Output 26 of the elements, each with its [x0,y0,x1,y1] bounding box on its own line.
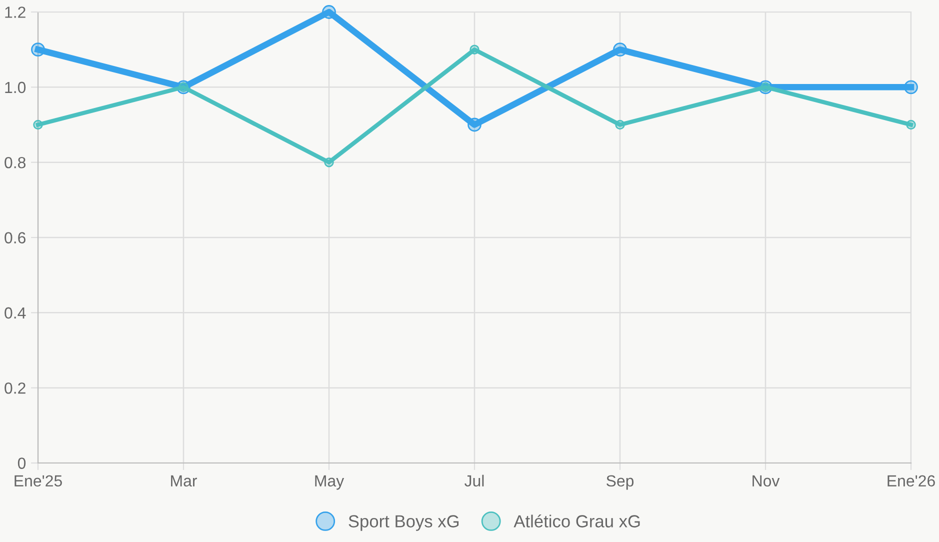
y-tick-label: 0.2 [4,382,26,394]
point [470,44,480,54]
x-tick-label: Sep [606,475,634,490]
y-tick-label: 1.2 [5,6,26,18]
x-tick-label: Ene'25 [14,475,62,487]
x-tick-label: Jul [464,474,484,487]
point [322,5,336,19]
point [906,120,916,130]
y-tick-label: 0 [18,458,26,469]
x-tick-label: Nov [752,475,780,487]
x-tick-label: Mar [171,475,197,487]
y-tick-label: 0.4 [4,307,26,319]
point [31,42,45,57]
legend-label: Sport Boys xG [348,515,459,531]
y-tick-label: 0.8 [4,156,26,168]
point [33,120,43,130]
x-tick-label: Ene'26 [888,475,935,487]
point [613,42,627,57]
point [615,120,625,130]
y-tick-label: 0.6 [4,232,26,244]
point [468,118,482,132]
x-tick-label: May [315,475,344,490]
y-tick-label: 1.0 [5,82,26,94]
point [324,157,334,168]
point [904,80,918,94]
legend-label: Atlético Grau xG [514,514,640,528]
